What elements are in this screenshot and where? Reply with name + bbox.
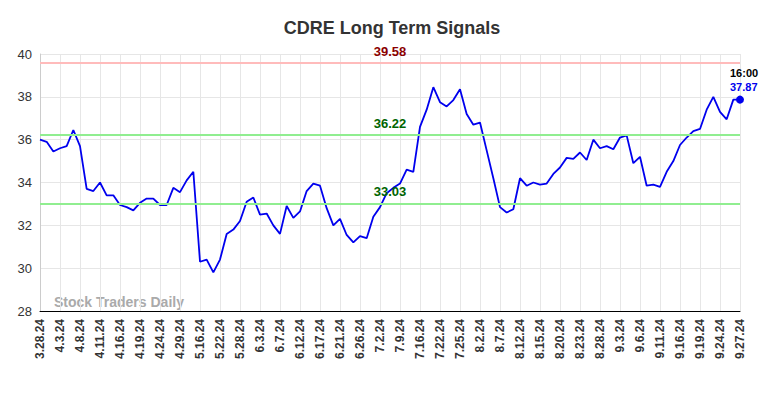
svg-text:34: 34 bbox=[18, 175, 32, 190]
svg-text:36.22: 36.22 bbox=[374, 116, 407, 131]
svg-text:37.87: 37.87 bbox=[730, 81, 758, 93]
svg-text:8.23.24: 8.23.24 bbox=[573, 319, 587, 359]
svg-text:4.3.24: 4.3.24 bbox=[53, 319, 67, 353]
svg-text:33.03: 33.03 bbox=[374, 184, 407, 199]
svg-text:8.12.24: 8.12.24 bbox=[513, 319, 527, 359]
svg-text:5.22.24: 5.22.24 bbox=[213, 319, 227, 359]
svg-text:9.27.24: 9.27.24 bbox=[733, 319, 747, 359]
svg-text:6.7.24: 6.7.24 bbox=[273, 319, 287, 353]
svg-text:30: 30 bbox=[18, 261, 32, 276]
svg-text:9.6.24: 9.6.24 bbox=[633, 319, 647, 353]
svg-text:8.15.24: 8.15.24 bbox=[533, 319, 547, 359]
svg-text:9.3.24: 9.3.24 bbox=[613, 319, 627, 353]
svg-text:7.22.24: 7.22.24 bbox=[433, 319, 447, 359]
svg-text:8.28.24: 8.28.24 bbox=[593, 319, 607, 359]
svg-text:7.25.24: 7.25.24 bbox=[453, 319, 467, 359]
svg-text:40: 40 bbox=[18, 47, 32, 62]
svg-text:28: 28 bbox=[18, 304, 32, 319]
svg-text:6.21.24: 6.21.24 bbox=[333, 319, 347, 359]
svg-text:36: 36 bbox=[18, 132, 32, 147]
svg-text:8.2.24: 8.2.24 bbox=[473, 319, 487, 353]
svg-text:4.29.24: 4.29.24 bbox=[173, 319, 187, 359]
svg-text:6.12.24: 6.12.24 bbox=[293, 319, 307, 359]
svg-text:4.11.24: 4.11.24 bbox=[93, 319, 107, 359]
svg-text:4.8.24: 4.8.24 bbox=[73, 319, 87, 353]
svg-text:9.24.24: 9.24.24 bbox=[713, 319, 727, 359]
svg-text:9.19.24: 9.19.24 bbox=[693, 319, 707, 359]
svg-text:16:00: 16:00 bbox=[730, 67, 758, 79]
svg-text:4.24.24: 4.24.24 bbox=[153, 319, 167, 359]
svg-text:38: 38 bbox=[18, 89, 32, 104]
svg-text:3.28.24: 3.28.24 bbox=[33, 319, 47, 359]
svg-text:8.7.24: 8.7.24 bbox=[493, 319, 507, 353]
svg-text:6.26.24: 6.26.24 bbox=[353, 319, 367, 359]
svg-text:8.20.24: 8.20.24 bbox=[553, 319, 567, 359]
svg-text:6.3.24: 6.3.24 bbox=[253, 319, 267, 353]
svg-text:7.2.24: 7.2.24 bbox=[373, 319, 387, 353]
svg-text:39.58: 39.58 bbox=[374, 44, 407, 59]
svg-text:4.16.24: 4.16.24 bbox=[113, 319, 127, 359]
svg-text:7.16.24: 7.16.24 bbox=[413, 319, 427, 359]
svg-text:9.16.24: 9.16.24 bbox=[673, 319, 687, 359]
svg-text:Stock Traders Daily: Stock Traders Daily bbox=[54, 294, 184, 310]
svg-text:7.9.24: 7.9.24 bbox=[393, 319, 407, 353]
svg-text:4.19.24: 4.19.24 bbox=[133, 319, 147, 359]
svg-text:5.28.24: 5.28.24 bbox=[233, 319, 247, 359]
svg-text:CDRE Long Term Signals: CDRE Long Term Signals bbox=[284, 18, 501, 38]
svg-text:6.17.24: 6.17.24 bbox=[313, 319, 327, 359]
svg-text:5.16.24: 5.16.24 bbox=[193, 319, 207, 359]
svg-text:32: 32 bbox=[18, 218, 32, 233]
svg-text:9.11.24: 9.11.24 bbox=[653, 319, 667, 359]
